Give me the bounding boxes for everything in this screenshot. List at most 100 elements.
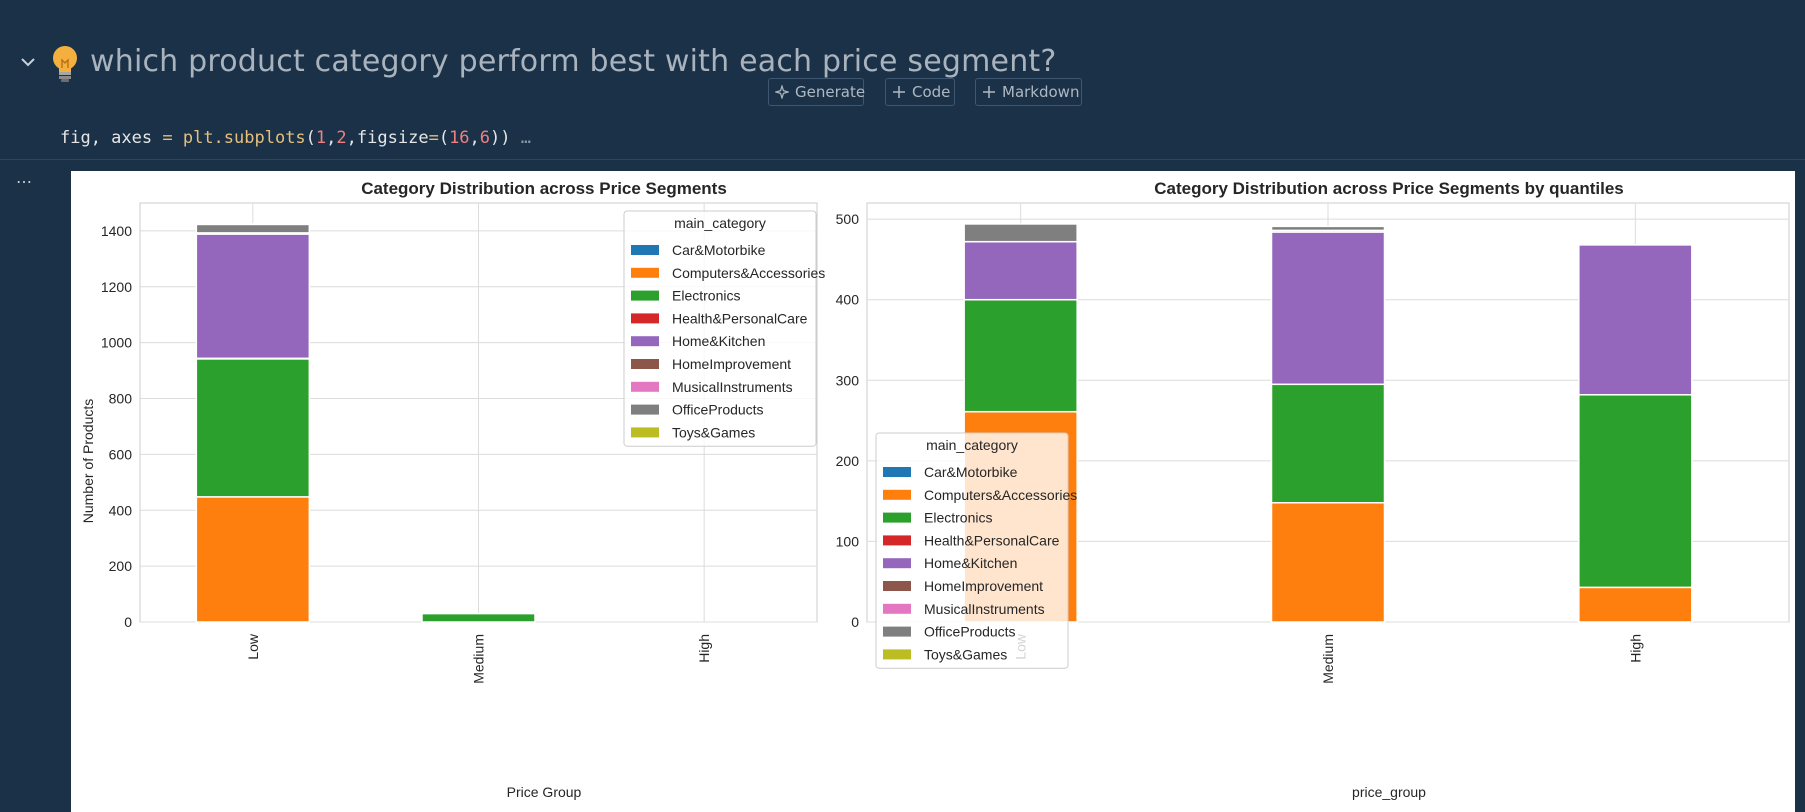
legend-swatch (883, 512, 911, 523)
code-token: )) (490, 128, 511, 148)
bar-segment (1578, 394, 1693, 589)
legend-swatch (631, 381, 659, 392)
code-token: , (326, 128, 337, 148)
bar-segment (1270, 225, 1386, 232)
legend-swatch (883, 626, 911, 637)
bar-segment (1578, 586, 1693, 623)
code-token: 1 (315, 128, 327, 148)
y-tick-label: 200 (109, 558, 133, 574)
legend-title: main_category (674, 215, 766, 231)
legend-swatch (883, 558, 911, 569)
add-code-cell-button[interactable]: Code (885, 78, 955, 106)
legend-label: Car&Motorbike (672, 242, 766, 258)
code-token: = (428, 128, 439, 148)
cell-divider (0, 159, 1805, 160)
bar-segment (1270, 501, 1386, 623)
y-tick-label: 400 (109, 502, 133, 518)
output-more-actions[interactable]: … (16, 168, 33, 187)
code-token: fig, axes (60, 128, 163, 148)
legend-title: main_category (926, 437, 1018, 453)
legend-label: Car&Motorbike (924, 464, 1018, 480)
bar-segment (195, 223, 311, 234)
x-tick-label: High (696, 634, 712, 663)
add-markdown-cell-button[interactable]: Markdown (975, 78, 1082, 106)
legend-swatch (883, 535, 911, 546)
y-tick-label: 200 (836, 453, 860, 469)
plus-icon (982, 85, 996, 99)
bar-segment (1270, 231, 1386, 386)
legend-label: MusicalInstruments (672, 379, 793, 395)
legend-label: Computers&Accessories (672, 265, 825, 281)
y-tick-label: 1000 (101, 335, 132, 351)
legend-label: Home&Kitchen (672, 333, 765, 349)
legend-swatch (631, 267, 659, 278)
legend-label: OfficeProducts (672, 402, 764, 418)
generate-button[interactable]: Generate (768, 78, 866, 106)
legend-label: HomeImprovement (672, 356, 791, 372)
legend-label: Electronics (924, 510, 992, 526)
code-token: 6 (479, 128, 491, 148)
chart-title: Category Distribution across Price Segme… (1154, 179, 1624, 198)
legend-swatch (631, 404, 659, 415)
legend-label: Toys&Games (924, 646, 1007, 662)
chart-title: Category Distribution across Price Segme… (361, 179, 727, 198)
y-tick-label: 300 (836, 372, 860, 388)
bar-segment (1578, 244, 1693, 396)
x-tick-label: High (1627, 634, 1643, 663)
code-token: ,figsize (346, 128, 429, 148)
sparkle-icon (775, 85, 789, 99)
charts-figure: Category Distribution across Price Segme… (80, 179, 1790, 800)
cell-output: Category Distribution across Price Segme… (71, 171, 1795, 812)
bar-segment (963, 240, 1078, 301)
y-tick-label: 0 (851, 614, 859, 630)
legend-swatch (631, 336, 659, 347)
legend-swatch (631, 359, 659, 369)
light-bulb-icon (53, 46, 77, 82)
bar-segment (963, 223, 1078, 243)
bar-segment (195, 233, 311, 360)
code-cell-source[interactable]: fig, axes = plt.subplots(1,2,figsize=(16… (60, 128, 531, 148)
y-tick-label: 800 (109, 391, 133, 407)
y-tick-label: 1400 (101, 223, 132, 239)
fold-ellipsis[interactable]: … (510, 128, 532, 148)
legend-swatch (631, 290, 659, 301)
x-axis-label: price_group (1352, 784, 1426, 800)
code-token: 2 (336, 128, 347, 148)
right-chart: Category Distribution across Price Segme… (836, 179, 1790, 800)
legend-swatch (883, 649, 911, 660)
legend-label: Computers&Accessories (924, 487, 1077, 503)
legend-swatch (631, 245, 659, 255)
code-token: 16 (449, 128, 470, 148)
legend-label: HomeImprovement (924, 578, 1043, 594)
legend-label: Home&Kitchen (924, 555, 1017, 571)
plus-icon (892, 85, 906, 99)
y-tick-label: 500 (836, 211, 860, 227)
code-token: = (162, 128, 173, 148)
y-tick-label: 600 (109, 446, 133, 462)
chevron-down-icon[interactable] (16, 50, 40, 74)
code-token: , (469, 128, 480, 148)
bar-segment (963, 298, 1078, 413)
bar-segment (195, 496, 311, 623)
legend-box (875, 432, 1069, 669)
x-tick-label: Medium (471, 634, 487, 684)
legend-label: Electronics (672, 288, 740, 304)
markdown-heading-row: which product category perform best with… (0, 38, 1805, 92)
legend-box (623, 210, 817, 447)
y-tick-label: 400 (836, 292, 860, 308)
legend-label: Health&PersonalCare (672, 310, 808, 326)
legend-swatch (631, 313, 659, 324)
generate-label: Generate (795, 83, 866, 101)
y-tick-label: 0 (124, 614, 132, 630)
x-tick-label: Medium (1320, 634, 1336, 684)
y-tick-label: 100 (836, 533, 860, 549)
legend-label: Health&PersonalCare (924, 532, 1060, 548)
code-token: plt.subplots (172, 128, 306, 148)
left-chart: Category Distribution across Price Segme… (80, 179, 825, 800)
markdown-heading: which product category perform best with… (90, 44, 1057, 79)
legend-swatch (883, 603, 911, 614)
y-axis-label: Number of Products (80, 399, 96, 524)
legend-swatch (883, 581, 911, 591)
markdown-label: Markdown (1002, 83, 1080, 101)
bar-segment (1270, 383, 1386, 504)
